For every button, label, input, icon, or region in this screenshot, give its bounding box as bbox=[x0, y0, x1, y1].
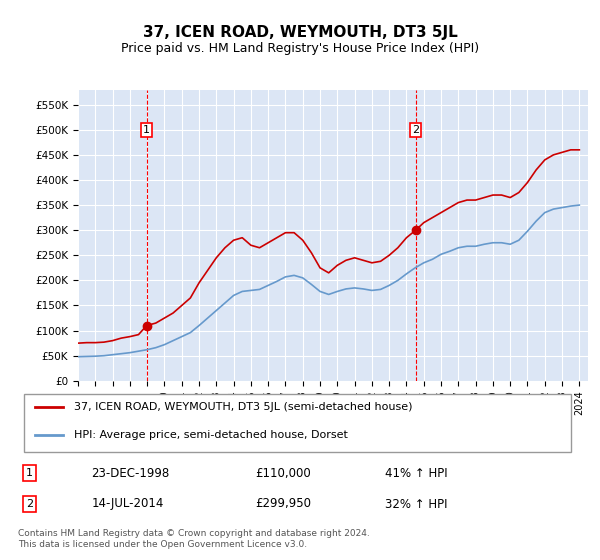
Text: 37, ICEN ROAD, WEYMOUTH, DT3 5JL: 37, ICEN ROAD, WEYMOUTH, DT3 5JL bbox=[143, 25, 457, 40]
Text: 37, ICEN ROAD, WEYMOUTH, DT3 5JL (semi-detached house): 37, ICEN ROAD, WEYMOUTH, DT3 5JL (semi-d… bbox=[74, 403, 413, 412]
Text: 41% ↑ HPI: 41% ↑ HPI bbox=[385, 466, 447, 480]
Text: 1: 1 bbox=[26, 468, 33, 478]
Text: Price paid vs. HM Land Registry's House Price Index (HPI): Price paid vs. HM Land Registry's House … bbox=[121, 42, 479, 55]
Text: 32% ↑ HPI: 32% ↑ HPI bbox=[385, 497, 447, 511]
Text: HPI: Average price, semi-detached house, Dorset: HPI: Average price, semi-detached house,… bbox=[74, 430, 348, 440]
Text: 14-JUL-2014: 14-JUL-2014 bbox=[91, 497, 164, 511]
Text: 2: 2 bbox=[412, 125, 419, 135]
Text: 1: 1 bbox=[143, 125, 150, 135]
FancyBboxPatch shape bbox=[23, 394, 571, 452]
Text: £299,950: £299,950 bbox=[255, 497, 311, 511]
Text: Contains HM Land Registry data © Crown copyright and database right 2024.
This d: Contains HM Land Registry data © Crown c… bbox=[18, 529, 370, 549]
Text: £110,000: £110,000 bbox=[255, 466, 311, 480]
Text: 23-DEC-1998: 23-DEC-1998 bbox=[91, 466, 170, 480]
Text: 2: 2 bbox=[26, 499, 33, 509]
